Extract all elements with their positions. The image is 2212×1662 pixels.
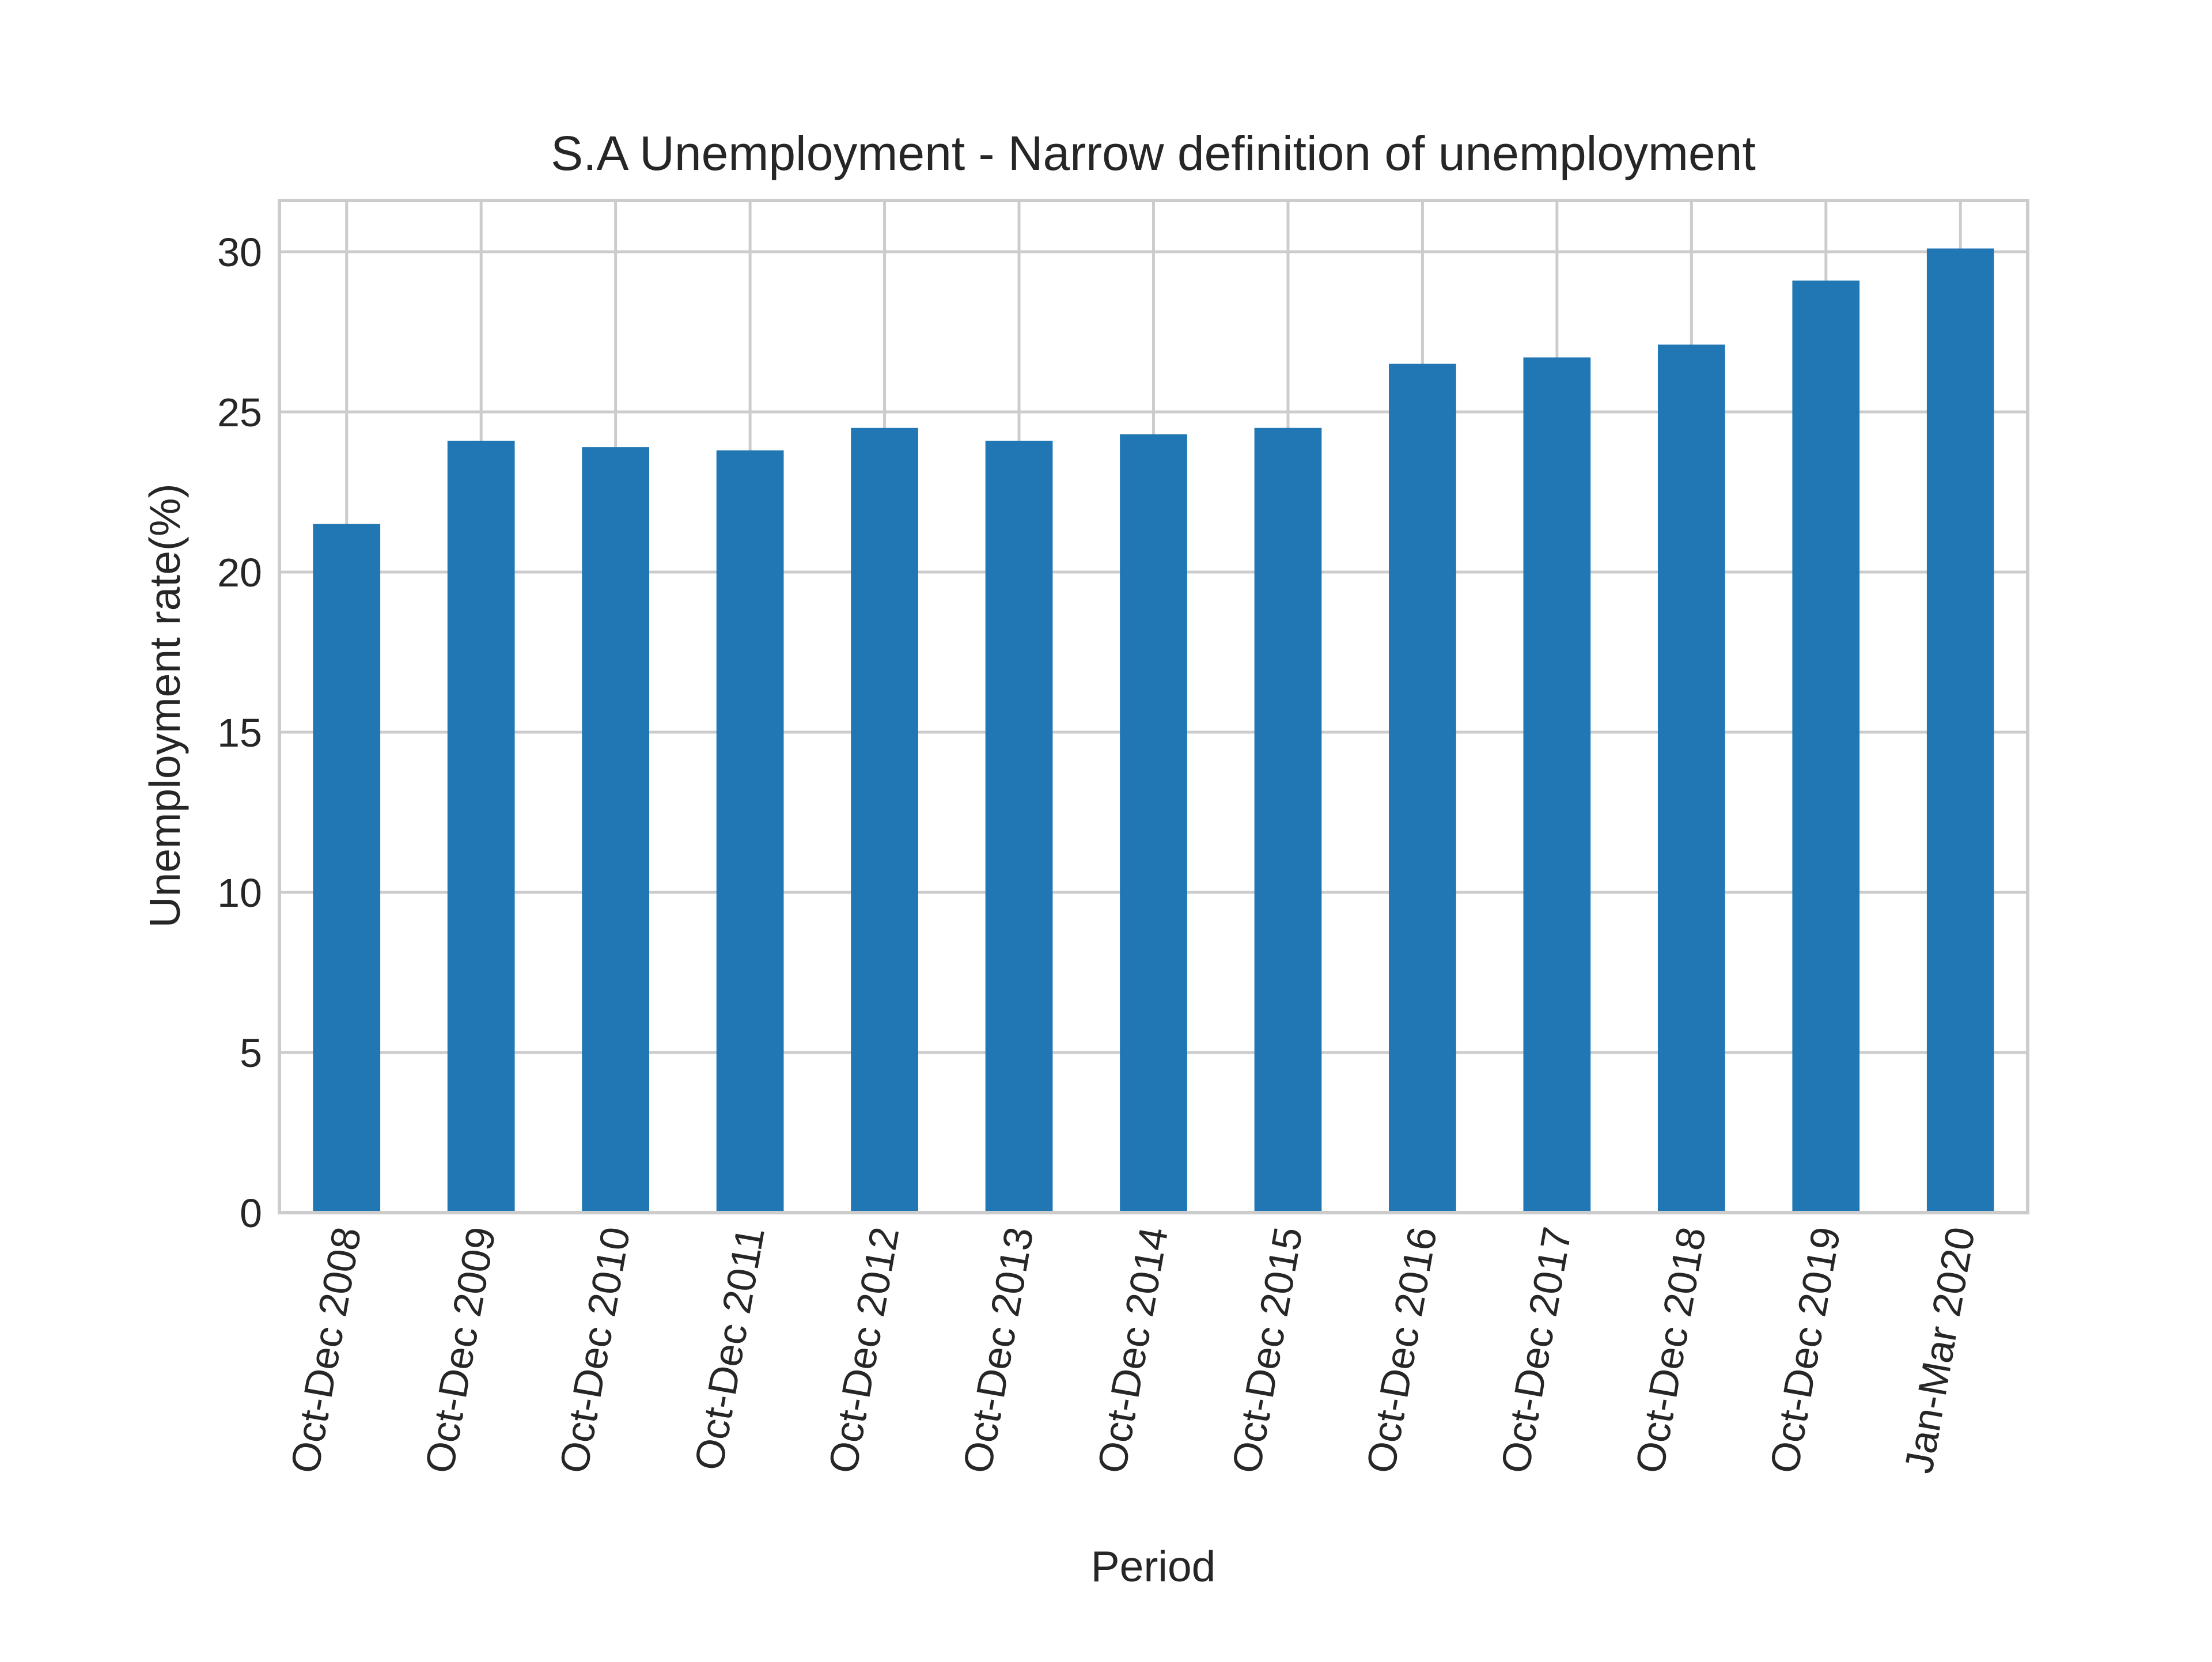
bar xyxy=(716,450,784,1213)
x-axis-label: Period xyxy=(1091,1542,1216,1591)
bar xyxy=(447,441,515,1213)
bar xyxy=(1657,344,1725,1213)
y-tick-label: 5 xyxy=(240,1031,262,1076)
bar xyxy=(1926,248,1994,1213)
bar xyxy=(313,524,381,1213)
y-tick-label: 15 xyxy=(217,710,262,755)
bar xyxy=(851,427,918,1213)
y-tick-label: 30 xyxy=(217,230,262,275)
bar xyxy=(1523,357,1591,1213)
bar-layer xyxy=(313,248,1994,1213)
bar xyxy=(985,441,1053,1213)
bar xyxy=(1792,281,1860,1213)
y-axis-label: Unemployment rate(%) xyxy=(141,483,189,927)
y-tick-label: 10 xyxy=(217,870,262,915)
chart-title: S.A Unemployment - Narrow definition of … xyxy=(551,126,1756,180)
bar xyxy=(1389,364,1456,1213)
bar xyxy=(1254,427,1322,1213)
y-tick-label: 20 xyxy=(217,550,262,595)
y-axis-ticks: 0 5 10 15 20 25 30 xyxy=(217,230,262,1236)
y-tick-label: 0 xyxy=(240,1191,262,1236)
bar xyxy=(1120,434,1187,1213)
bar xyxy=(582,447,650,1213)
y-tick-label: 25 xyxy=(217,390,262,435)
plot-frame xyxy=(278,199,2029,1214)
